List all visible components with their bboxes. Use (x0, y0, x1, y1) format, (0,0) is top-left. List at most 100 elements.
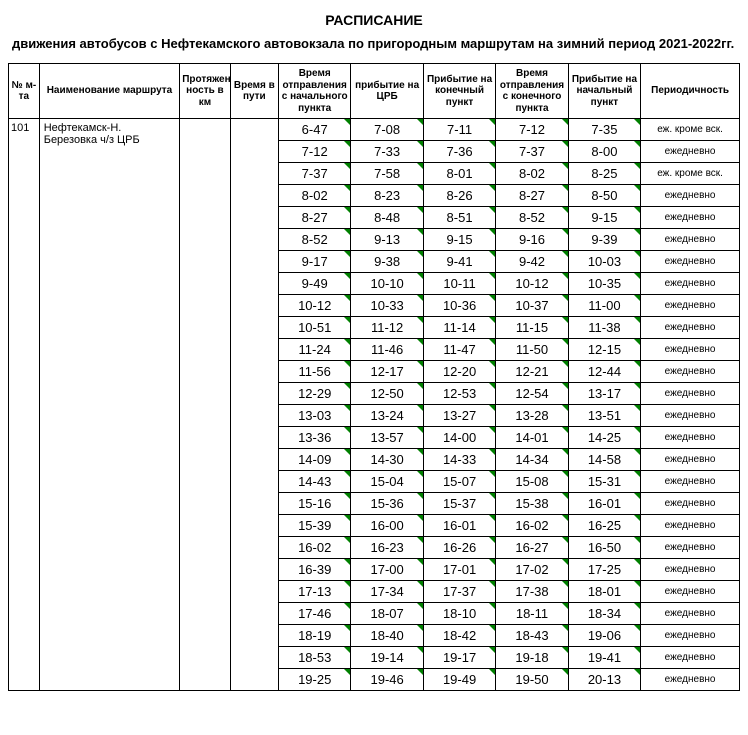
col-header-t5: Прибытие на начальный пункт (568, 64, 640, 119)
time-cell: 16-01 (568, 493, 640, 515)
time-cell: 11-50 (496, 339, 568, 361)
time-cell: 9-15 (423, 229, 495, 251)
time-cell: 9-38 (351, 251, 423, 273)
col-header-t2: прибытие на ЦРБ (351, 64, 423, 119)
schedule-table: № м-та Наименование маршрута Протяжен но… (8, 63, 740, 691)
time-cell: 19-25 (278, 669, 350, 691)
time-cell: 12-21 (496, 361, 568, 383)
time-cell: 16-23 (351, 537, 423, 559)
time-cell: 14-58 (568, 449, 640, 471)
time-cell: 16-02 (496, 515, 568, 537)
time-cell: 9-39 (568, 229, 640, 251)
time-cell: 11-56 (278, 361, 350, 383)
time-cell: 13-51 (568, 405, 640, 427)
frequency-cell: ежедневно (641, 295, 740, 317)
time-cell: 8-25 (568, 163, 640, 185)
time-cell: 8-52 (496, 207, 568, 229)
col-header-freq: Периодичность (641, 64, 740, 119)
time-cell: 18-19 (278, 625, 350, 647)
time-cell: 16-39 (278, 559, 350, 581)
time-cell: 13-57 (351, 427, 423, 449)
frequency-cell: ежедневно (641, 625, 740, 647)
time-cell: 11-24 (278, 339, 350, 361)
frequency-cell: ежедневно (641, 383, 740, 405)
frequency-cell: еж. кроме вск. (641, 163, 740, 185)
time-cell: 11-38 (568, 317, 640, 339)
time-cell: 20-13 (568, 669, 640, 691)
time-cell: 13-36 (278, 427, 350, 449)
time-cell: 14-33 (423, 449, 495, 471)
time-cell: 7-35 (568, 119, 640, 141)
time-cell: 18-43 (496, 625, 568, 647)
time-cell: 19-49 (423, 669, 495, 691)
frequency-cell: ежедневно (641, 669, 740, 691)
route-distance (180, 119, 230, 691)
time-cell: 10-51 (278, 317, 350, 339)
time-cell: 16-27 (496, 537, 568, 559)
time-cell: 17-01 (423, 559, 495, 581)
time-cell: 14-01 (496, 427, 568, 449)
time-cell: 15-37 (423, 493, 495, 515)
route-number: 101 (9, 119, 40, 691)
time-cell: 19-41 (568, 647, 640, 669)
time-cell: 12-50 (351, 383, 423, 405)
page-subtitle: движения автобусов с Нефтекамского автов… (12, 36, 740, 51)
time-cell: 11-12 (351, 317, 423, 339)
time-cell: 13-27 (423, 405, 495, 427)
frequency-cell: ежедневно (641, 515, 740, 537)
time-cell: 13-17 (568, 383, 640, 405)
time-cell: 15-38 (496, 493, 568, 515)
time-cell: 14-34 (496, 449, 568, 471)
table-row: 101Нефтекамск-Н. Березовка ч/з ЦРБ6-477-… (9, 119, 740, 141)
time-cell: 12-20 (423, 361, 495, 383)
frequency-cell: ежедневно (641, 647, 740, 669)
time-cell: 14-30 (351, 449, 423, 471)
time-cell: 18-07 (351, 603, 423, 625)
time-cell: 12-17 (351, 361, 423, 383)
col-header-dist: Протяжен ность в км (180, 64, 230, 119)
route-duration (230, 119, 278, 691)
time-cell: 8-26 (423, 185, 495, 207)
col-header-name: Наименование маршрута (39, 64, 179, 119)
frequency-cell: ежедневно (641, 273, 740, 295)
frequency-cell: ежедневно (641, 581, 740, 603)
time-cell: 18-42 (423, 625, 495, 647)
time-cell: 9-17 (278, 251, 350, 273)
time-cell: 13-24 (351, 405, 423, 427)
col-header-t1: Время отправления с начального пункта (278, 64, 350, 119)
time-cell: 10-37 (496, 295, 568, 317)
time-cell: 19-50 (496, 669, 568, 691)
time-cell: 8-52 (278, 229, 350, 251)
frequency-cell: ежедневно (641, 251, 740, 273)
col-header-dur: Время в пути (230, 64, 278, 119)
time-cell: 7-36 (423, 141, 495, 163)
time-cell: 7-12 (278, 141, 350, 163)
frequency-cell: ежедневно (641, 405, 740, 427)
time-cell: 18-40 (351, 625, 423, 647)
time-cell: 18-53 (278, 647, 350, 669)
time-cell: 6-47 (278, 119, 350, 141)
time-cell: 11-47 (423, 339, 495, 361)
time-cell: 15-08 (496, 471, 568, 493)
time-cell: 10-12 (496, 273, 568, 295)
col-header-no: № м-та (9, 64, 40, 119)
time-cell: 8-00 (568, 141, 640, 163)
page-title: РАСПИСАНИЕ (8, 12, 740, 28)
col-header-t3: Прибытие на конечный пункт (423, 64, 495, 119)
time-cell: 14-25 (568, 427, 640, 449)
time-cell: 11-00 (568, 295, 640, 317)
time-cell: 10-35 (568, 273, 640, 295)
time-cell: 15-36 (351, 493, 423, 515)
frequency-cell: ежедневно (641, 207, 740, 229)
time-cell: 10-11 (423, 273, 495, 295)
frequency-cell: ежедневно (641, 493, 740, 515)
time-cell: 17-00 (351, 559, 423, 581)
time-cell: 12-29 (278, 383, 350, 405)
time-cell: 16-02 (278, 537, 350, 559)
frequency-cell: ежедневно (641, 361, 740, 383)
time-cell: 7-58 (351, 163, 423, 185)
time-cell: 16-25 (568, 515, 640, 537)
time-cell: 17-46 (278, 603, 350, 625)
time-cell: 14-09 (278, 449, 350, 471)
time-cell: 10-36 (423, 295, 495, 317)
